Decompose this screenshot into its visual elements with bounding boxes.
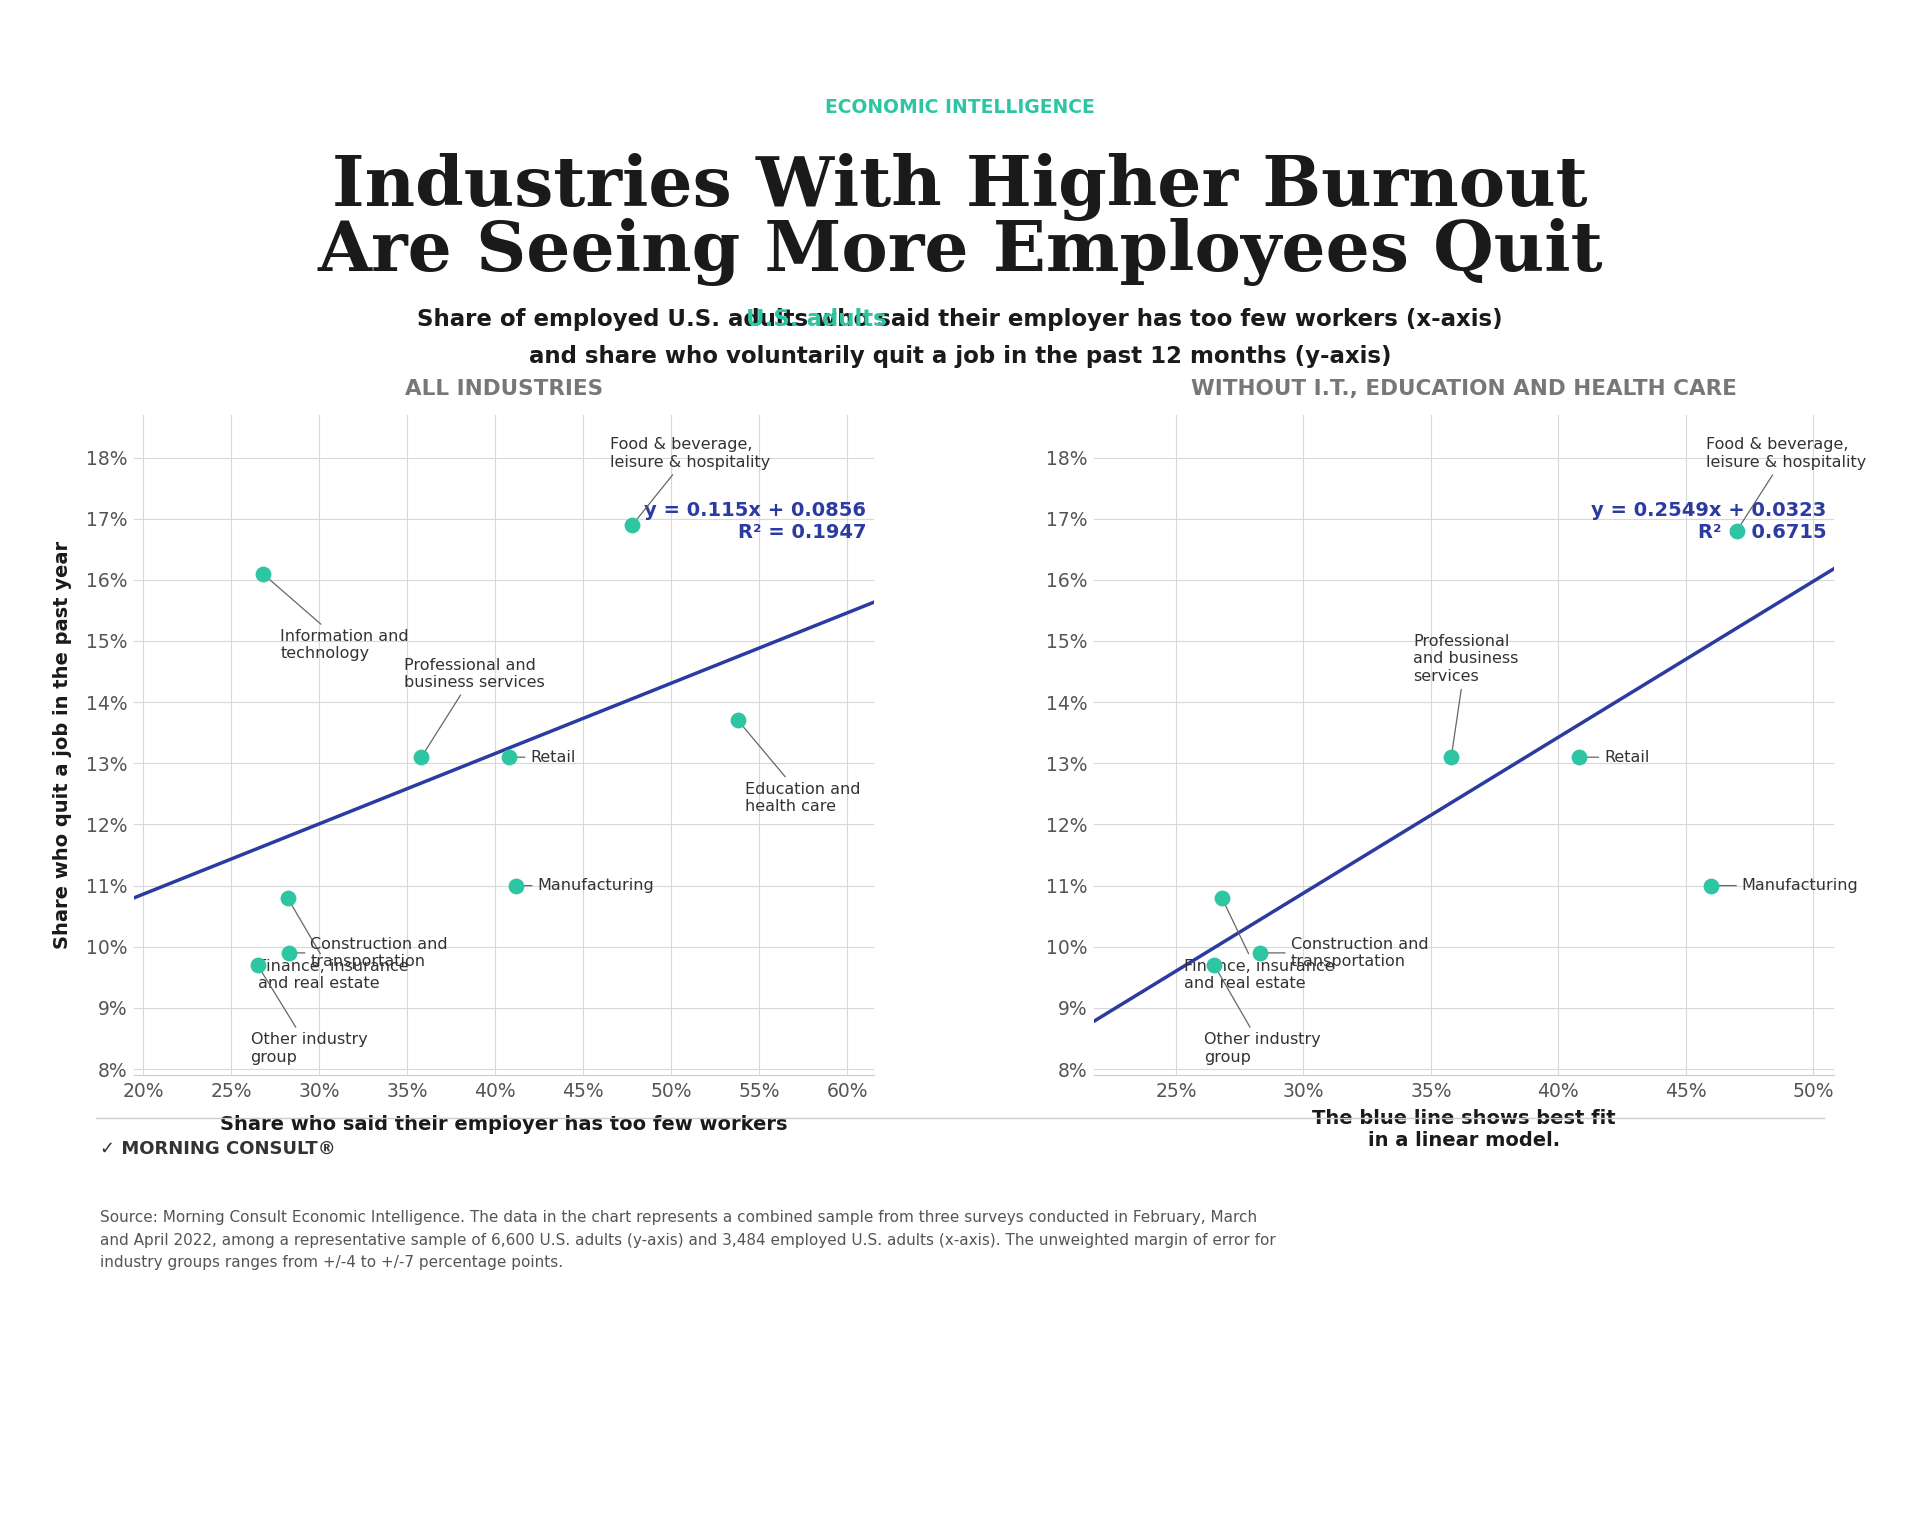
Point	[1206, 886, 1236, 911]
Point	[1198, 952, 1229, 977]
Text: Food & beverage,
leisure & hospitality: Food & beverage, leisure & hospitality	[611, 438, 770, 522]
Text: Construction and
transportation: Construction and transportation	[292, 937, 447, 969]
Text: Source: Morning Consult Economic Intelligence. The data in the chart represents : Source: Morning Consult Economic Intelli…	[100, 1210, 1275, 1270]
X-axis label: Share who said their employer has too few workers: Share who said their employer has too fe…	[221, 1115, 787, 1134]
Text: y = 0.115x + 0.0856
R² = 0.1947: y = 0.115x + 0.0856 R² = 0.1947	[645, 501, 866, 542]
Point	[248, 562, 278, 587]
Text: Construction and
transportation: Construction and transportation	[1263, 937, 1428, 969]
Text: and share who voluntarily quit a job in the past 12 months (y-axis): and share who voluntarily quit a job in …	[528, 346, 1392, 367]
Point	[1244, 940, 1275, 965]
Text: Industries With Higher Burnout: Industries With Higher Burnout	[332, 154, 1588, 221]
Text: Food & beverage,
leisure & hospitality: Food & beverage, leisure & hospitality	[1707, 438, 1866, 528]
Text: y = 0.2549x + 0.0323
R² = 0.6715: y = 0.2549x + 0.0323 R² = 0.6715	[1592, 501, 1826, 542]
Point	[242, 952, 273, 977]
Text: Other industry
group: Other industry group	[250, 968, 367, 1064]
Text: Retail: Retail	[1582, 750, 1649, 765]
Point	[1563, 745, 1594, 770]
Text: Other industry
group: Other industry group	[1204, 968, 1321, 1064]
X-axis label: The blue line shows best fit
in a linear model.: The blue line shows best fit in a linear…	[1311, 1109, 1617, 1150]
Title: ALL INDUSTRIES: ALL INDUSTRIES	[405, 379, 603, 399]
Text: Retail: Retail	[513, 750, 576, 765]
Text: ECONOMIC INTELLIGENCE: ECONOMIC INTELLIGENCE	[826, 98, 1094, 117]
Point	[722, 708, 753, 733]
Text: Manufacturing: Manufacturing	[1715, 879, 1859, 892]
Point	[1722, 519, 1753, 544]
Text: ✓ MORNING CONSULT®: ✓ MORNING CONSULT®	[100, 1140, 336, 1158]
Text: U.S. adults: U.S. adults	[745, 309, 887, 330]
Point	[616, 513, 647, 538]
Text: Professional and
business services: Professional and business services	[403, 657, 545, 754]
Point	[501, 874, 532, 899]
Text: Manufacturing: Manufacturing	[518, 879, 655, 892]
Point	[1695, 874, 1726, 899]
Text: Information and
technology: Information and technology	[265, 576, 409, 660]
Text: Share of employed U.S. adults who said their employer has too few workers (x-axi: Share of employed U.S. adults who said t…	[417, 309, 1503, 330]
Point	[405, 745, 436, 770]
Point	[275, 940, 305, 965]
Text: Finance, insurance
and real estate: Finance, insurance and real estate	[257, 900, 409, 991]
Title: WITHOUT I.T., EDUCATION AND HEALTH CARE: WITHOUT I.T., EDUCATION AND HEALTH CARE	[1190, 379, 1738, 399]
Point	[1436, 745, 1467, 770]
Y-axis label: Share who quit a job in the past year: Share who quit a job in the past year	[54, 541, 71, 949]
Text: Education and
health care: Education and health care	[739, 722, 860, 814]
Text: Professional
and business
services: Professional and business services	[1413, 634, 1519, 754]
Text: Are Seeing More Employees Quit: Are Seeing More Employees Quit	[317, 218, 1603, 286]
Point	[493, 745, 524, 770]
Text: Finance, insurance
and real estate: Finance, insurance and real estate	[1183, 900, 1334, 991]
Point	[273, 886, 303, 911]
